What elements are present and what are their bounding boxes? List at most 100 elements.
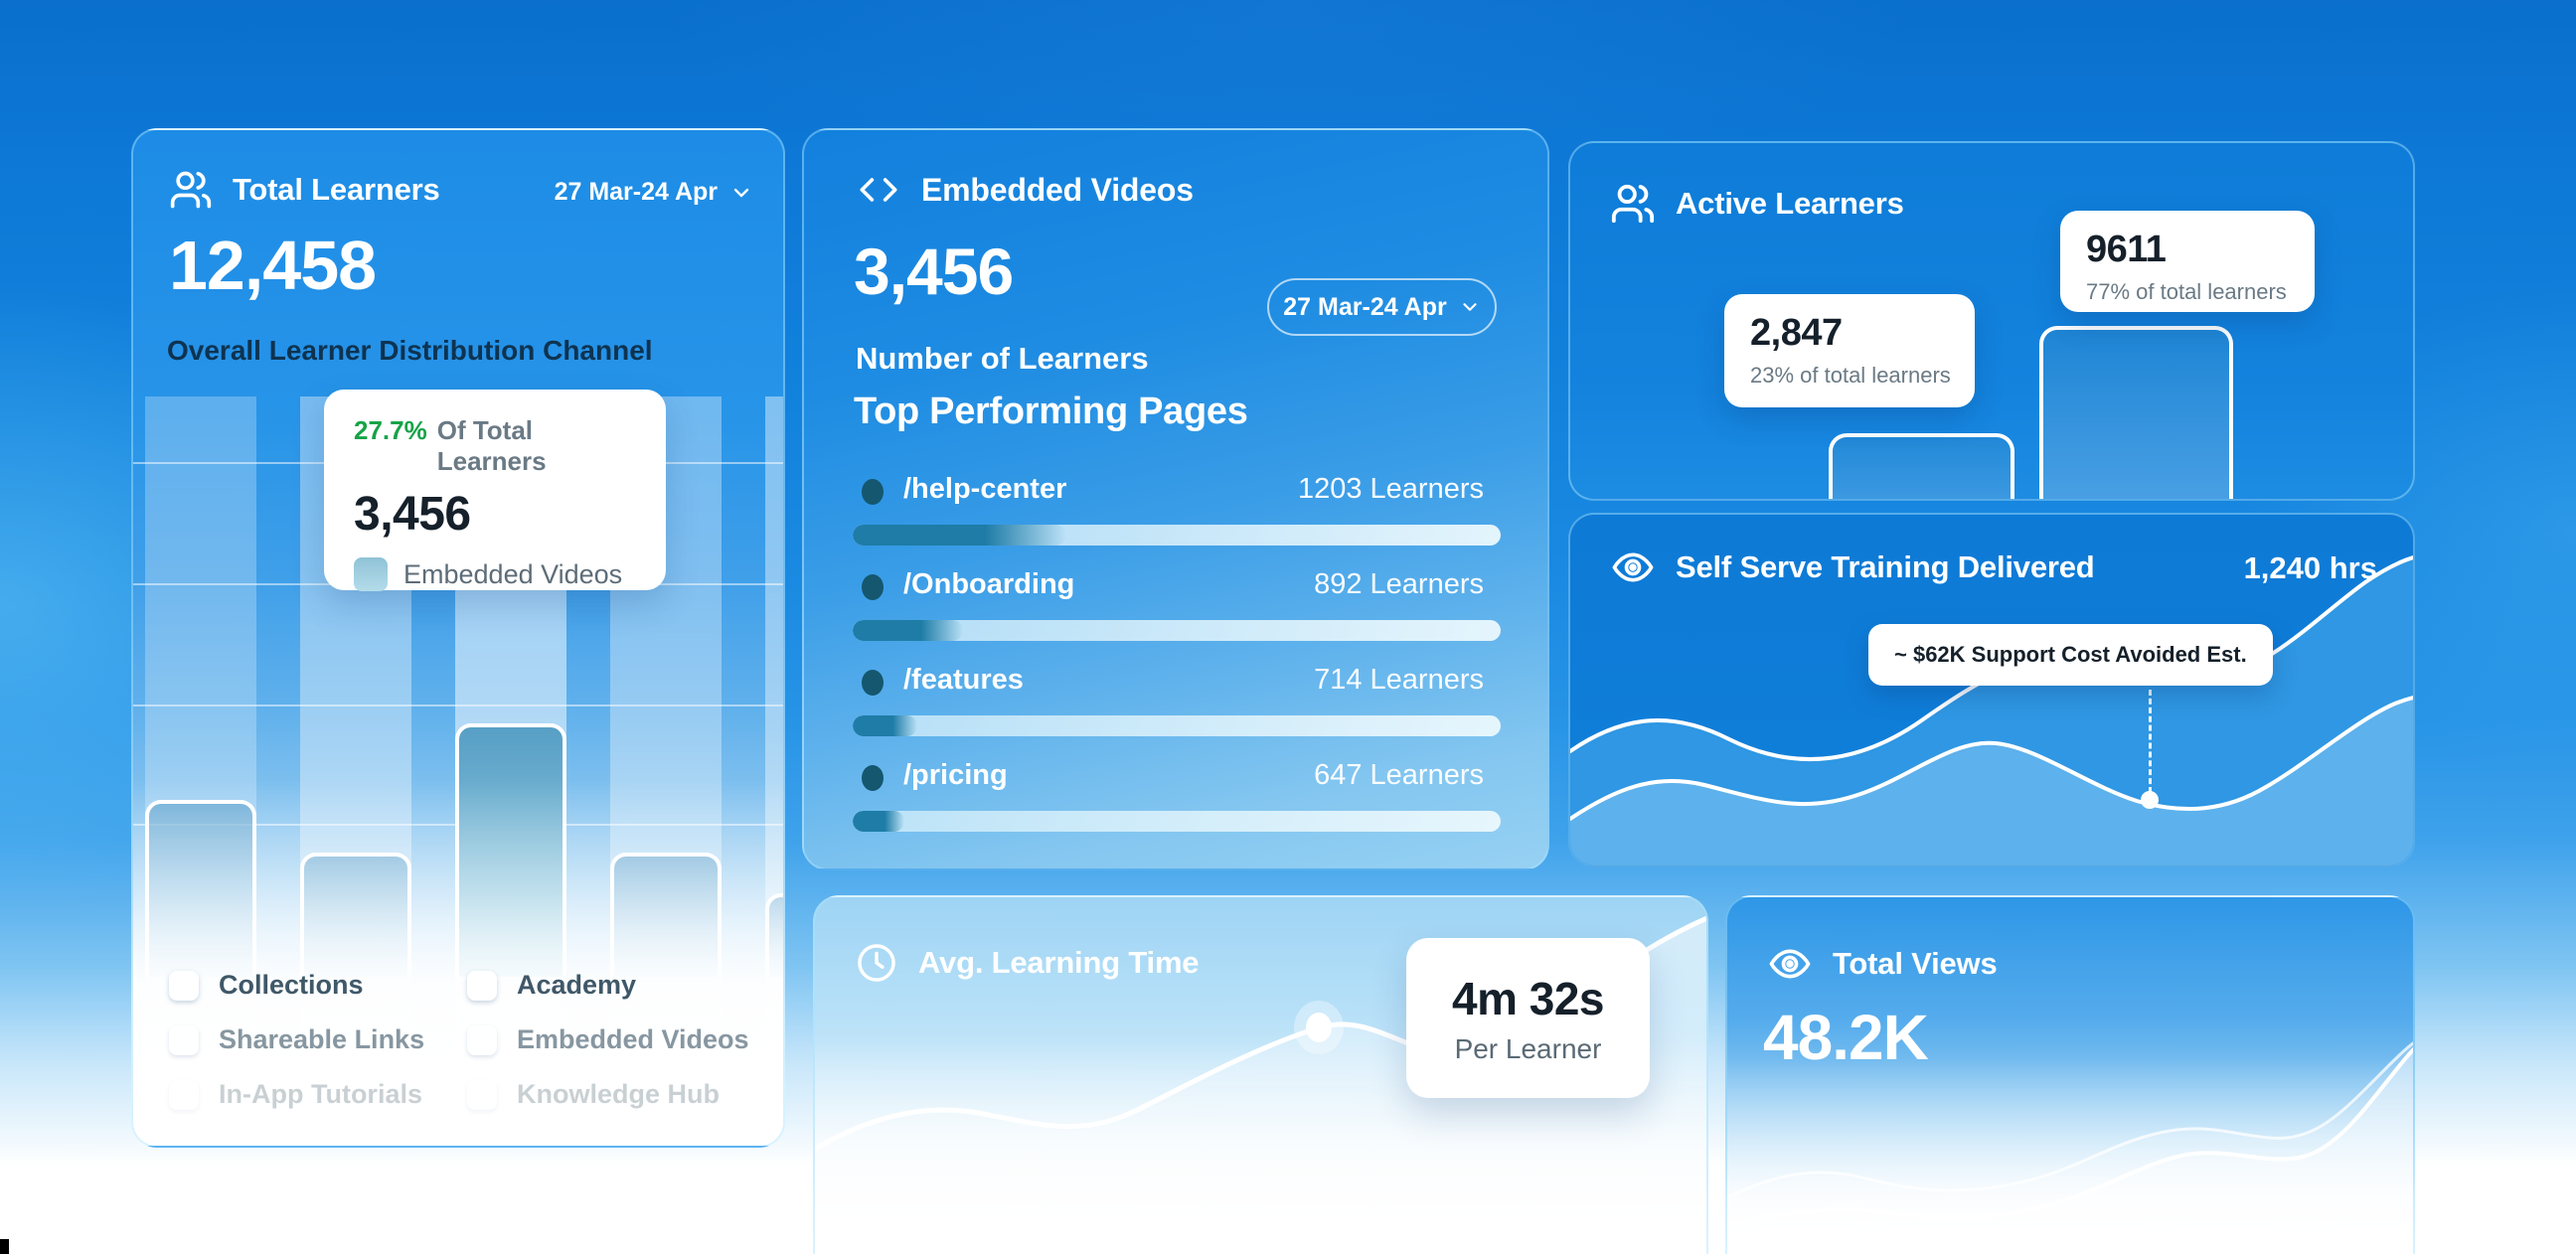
legend-swatch [354,557,388,591]
eye-icon [1610,545,1656,590]
tooltip-legend-label: Embedded Videos [403,558,623,589]
checkbox-shareable-links[interactable]: Shareable Links [169,1024,467,1055]
checkbox-label: Collections [219,970,364,1000]
checkbox-icon[interactable] [169,1079,199,1110]
users-icon [169,168,213,212]
learner-count: 1203 Learners [1297,473,1484,505]
tooltip-value: 4m 32s [1451,972,1605,1024]
progress-fill [853,811,905,832]
distribution-bar[interactable] [300,853,411,977]
progress-bar [853,620,1501,641]
bar-tooltip: 2,847 23% of total learners [1724,294,1975,407]
page-path: /features [903,664,1024,696]
checkbox-label: Embedded Videos [517,1024,749,1054]
gridline [133,705,783,706]
date-range-dropdown[interactable]: 27 Mar-24 Apr [1267,278,1497,336]
page-path: /Onboarding [903,568,1075,600]
tooltip-value: 9611 [2086,229,2167,270]
bullet-dot-icon [862,765,884,791]
card-title: Avg. Learning Time [918,945,1200,980]
learner-count: 892 Learners [1314,568,1484,600]
distribution-bar[interactable] [765,893,783,977]
page-path: /help-center [903,473,1067,505]
chevron-down-icon [1459,296,1481,318]
card-title: Self Serve Training Delivered [1676,549,2095,584]
progress-fill [853,620,963,641]
checkbox-icon[interactable] [169,1024,199,1055]
chart-tooltip: 27.7% Of Total Learners 3,456 Embedded V… [324,390,666,591]
total-views-card: Total Views 48.2K [1725,895,2415,1254]
active-learners-bar[interactable] [1829,433,2014,499]
tooltip-percent: 27.7% [354,415,427,445]
screen-corner-artifact [0,1239,9,1254]
users-icon [1610,181,1656,227]
learner-count: 714 Learners [1314,664,1484,696]
progress-bar [853,715,1501,736]
clock-icon [855,941,898,985]
data-point-marker [2141,791,2159,809]
card-title: Total Learners [233,172,440,207]
data-point-marker [1306,1013,1332,1042]
card-title: Embedded Videos [921,171,1194,208]
total-learners-value: 12,458 [169,227,377,304]
progress-fill [853,715,918,736]
date-range-dropdown[interactable]: 27 Mar-24 Apr [555,178,753,207]
bullet-dot-icon [862,670,884,696]
embedded-videos-card: Embedded Videos 3,456 Number of Learners… [802,128,1549,870]
checkbox-in-app-tutorials[interactable]: In-App Tutorials [169,1079,467,1110]
tooltip-connector-line [2149,690,2152,793]
learning-time-tooltip: 4m 32s Per Learner [1406,938,1650,1098]
distribution-bar-highlighted[interactable] [455,723,566,977]
checkbox-icon[interactable] [467,1024,497,1055]
cost-avoided-tooltip: ~ $62K Support Cost Avoided Est. [1868,624,2273,686]
avg-learning-time-card: Avg. Learning Time 4m 32s Per Learner [813,895,1708,1254]
tooltip-value: 2,847 [1750,312,1843,354]
distribution-bar[interactable] [610,853,722,977]
tooltip-caption: Per Learner [1454,1032,1602,1064]
bullet-dot-icon [862,574,884,600]
tooltip-caption: 77% of total learners [2086,279,2287,304]
date-range-label: 27 Mar-24 Apr [554,178,718,206]
learner-count: 647 Learners [1314,759,1484,791]
checkbox-icon[interactable] [467,970,497,1001]
eye-icon [1767,941,1813,987]
channel-legend: Collections Academy Shareable Links Embe… [169,970,765,1134]
checkbox-label: Knowledge Hub [517,1079,720,1109]
checkbox-icon[interactable] [467,1079,497,1110]
chart-subtitle: Overall Learner Distribution Channel [167,335,653,366]
checkbox-collections[interactable]: Collections [169,970,467,1001]
checkbox-label: Shareable Links [219,1024,425,1054]
checkbox-label: Academy [517,970,637,1000]
progress-bar [853,811,1501,832]
code-icon [856,170,901,210]
card-title: Active Learners [1676,186,1904,221]
bullet-dot-icon [862,479,884,505]
date-range-label: 27 Mar-24 Apr [1283,292,1447,321]
progress-fill [853,525,1067,546]
chart-column-track [765,396,783,1146]
checkbox-label: In-App Tutorials [219,1079,422,1109]
value-label: Number of Learners [856,341,1149,376]
active-learners-bar[interactable] [2039,326,2233,499]
page-path: /pricing [903,759,1008,791]
embedded-videos-value: 3,456 [854,235,1014,308]
self-serve-training-card: Self Serve Training Delivered 1,240 hrs … [1568,513,2415,867]
checkbox-academy[interactable]: Academy [467,970,765,1001]
chevron-down-icon [729,181,753,205]
checkbox-knowledge-hub[interactable]: Knowledge Hub [467,1079,765,1110]
checkbox-embedded-videos[interactable]: Embedded Videos [467,1024,765,1055]
total-learners-card: Total Learners 27 Mar-24 Apr 12,458 Over… [131,128,785,1148]
tooltip-percent-label: Of Total Learners [436,415,547,476]
distribution-bar[interactable] [145,800,256,977]
checkbox-icon[interactable] [169,970,199,1001]
tooltip-value: 3,456 [354,488,471,541]
bar-tooltip: 9611 77% of total learners [2060,211,2315,312]
total-views-value: 48.2K [1763,1002,1929,1073]
section-title: Top Performing Pages [854,391,1248,432]
progress-bar [853,525,1501,546]
card-title: Total Views [1833,946,1998,981]
tooltip-caption: 23% of total learners [1750,363,1951,388]
active-learners-card: Active Learners 2,847 23% of total learn… [1568,141,2415,501]
training-hours-value: 1,240 hrs [2243,550,2377,585]
